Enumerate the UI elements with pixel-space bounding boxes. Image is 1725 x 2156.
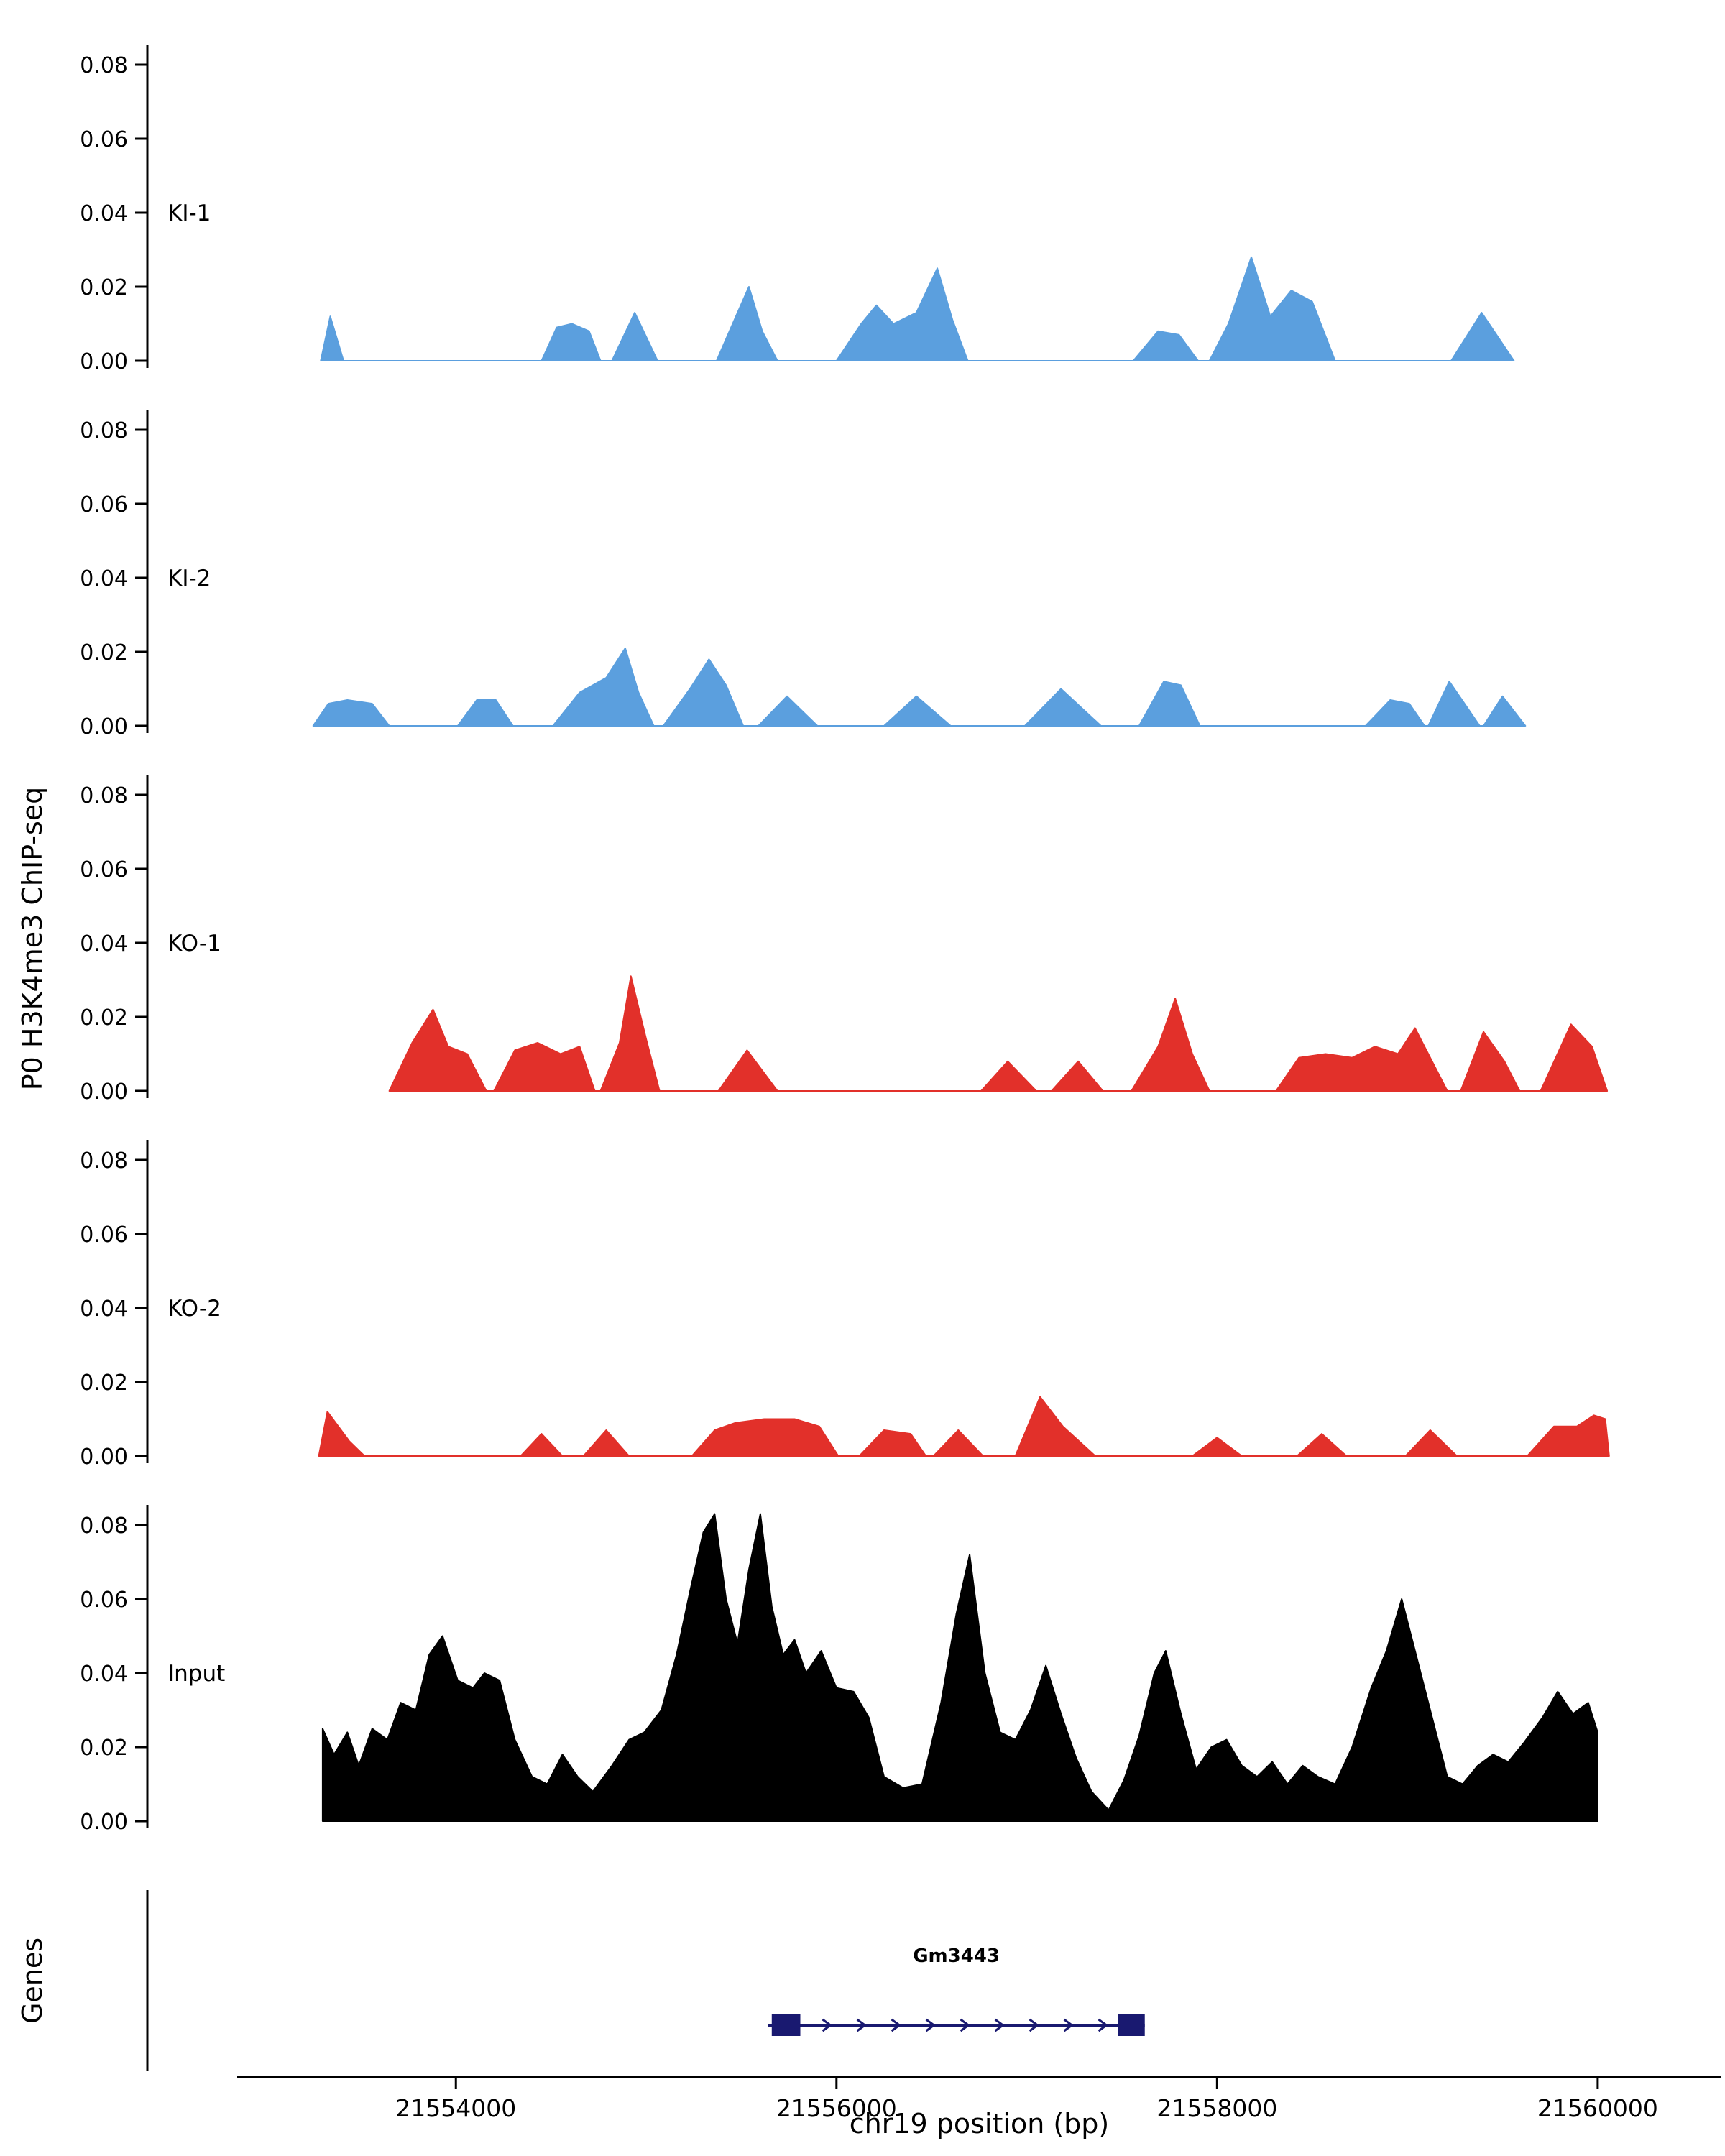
gene-strand-arrow	[994, 2018, 1006, 2032]
y-tick-label-KO-2: 0.04	[80, 1296, 128, 1322]
y-tick-label-KO-1: 0.06	[80, 857, 128, 883]
track-label-Input: Input	[167, 1661, 225, 1687]
gene-strand-arrow	[925, 2018, 937, 2032]
x-tick-label: 21556000	[776, 2094, 897, 2122]
y-tick-label-Input: 0.08	[80, 1514, 128, 1539]
gene-strand-arrow	[960, 2018, 971, 2032]
gene-strand-arrow	[1029, 2018, 1040, 2032]
y-tick-label-KO-2: 0.00	[80, 1445, 128, 1470]
track-label-KI-2: KI-2	[167, 566, 211, 591]
y-tick-label-KI-1: 0.02	[80, 275, 128, 300]
track-label-KI-1: KI-1	[167, 201, 211, 226]
genes-panel-title: Genes	[17, 1938, 48, 2024]
y-tick-label-KI-1: 0.08	[80, 53, 128, 78]
y-tick-label-KI-1: 0.04	[80, 201, 128, 226]
gene-strand-arrow	[856, 2018, 868, 2032]
y-tick-label-KI-2: 0.08	[80, 418, 128, 443]
y-tick-label-KO-1: 0.04	[80, 931, 128, 957]
y-tick-label-KO-2: 0.08	[80, 1148, 128, 1174]
signal-area-Input	[321, 1513, 1598, 1822]
gene-strand-arrow	[1098, 2018, 1109, 2032]
y-tick-label-KI-1: 0.00	[80, 349, 128, 374]
y-tick-label-Input: 0.02	[80, 1736, 128, 1761]
gene-name-label: Gm3443	[913, 1945, 1000, 1967]
x-tick-label: 21554000	[395, 2094, 516, 2122]
gene-exon	[1118, 2014, 1145, 2036]
x-tick-label: 21560000	[1537, 2094, 1658, 2122]
y-tick-label-KO-1: 0.00	[80, 1079, 128, 1105]
x-tick-label: 21558000	[1156, 2094, 1277, 2122]
y-tick-label-Input: 0.04	[80, 1662, 128, 1687]
x-axis-title: chr19 position (bp)	[849, 2108, 1110, 2139]
y-tick-label-KO-2: 0.06	[80, 1222, 128, 1248]
track-label-KO-1: KO-1	[167, 931, 221, 957]
y-tick-label-KO-1: 0.08	[80, 783, 128, 808]
signal-area-KO-1	[388, 975, 1609, 1092]
y-tick-label-Input: 0.00	[80, 1810, 128, 1835]
y-tick-label-KI-2: 0.00	[80, 714, 128, 740]
y-tick-label-KO-1: 0.02	[80, 1005, 128, 1031]
gene-strand-arrow	[1063, 2018, 1075, 2032]
gene-strand-arrow	[891, 2018, 902, 2032]
y-tick-label-KI-2: 0.06	[80, 492, 128, 517]
gene-strand-arrow	[822, 2018, 833, 2032]
y-tick-label-KO-2: 0.02	[80, 1370, 128, 1396]
y-tick-label-KI-1: 0.06	[80, 127, 128, 152]
y-axis-title: P0 H3K4me3 ChIP-seq	[17, 787, 48, 1091]
signal-area-KI-1	[320, 256, 1515, 361]
y-tick-label-Input: 0.06	[80, 1588, 128, 1613]
track-label-KO-2: KO-2	[167, 1296, 221, 1322]
y-tick-label-KI-2: 0.02	[80, 640, 128, 665]
y-tick-label-KI-2: 0.04	[80, 566, 128, 591]
signal-area-KI-2	[312, 647, 1527, 727]
signal-area-KO-2	[318, 1396, 1610, 1457]
gene-exon	[771, 2014, 801, 2036]
